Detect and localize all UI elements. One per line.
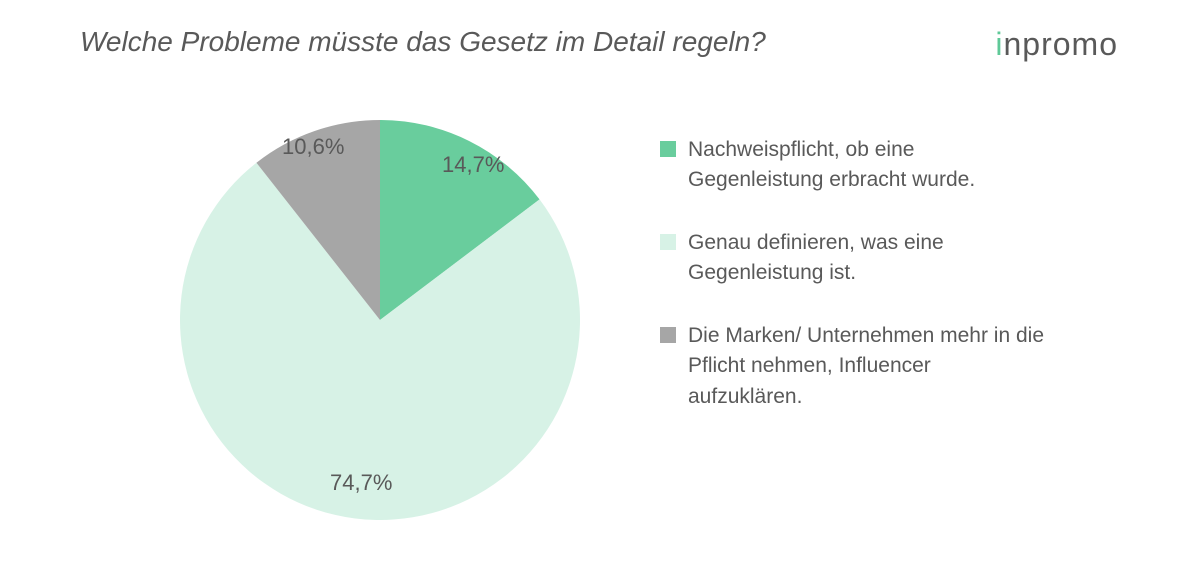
chart-title: Welche Probleme müsste das Gesetz im Det… — [80, 26, 766, 58]
chart-legend: Nachweispflicht, ob eine Gegenleistung e… — [660, 135, 1110, 444]
legend-item: Genau definieren, was eine Gegenleistung… — [660, 228, 1110, 289]
pie-slice-label: 14,7% — [442, 152, 504, 178]
legend-text: Nachweispflicht, ob eine Gegenleistung e… — [688, 135, 1048, 196]
legend-swatch — [660, 327, 676, 343]
pie-slice-label: 74,7% — [330, 470, 392, 496]
legend-swatch — [660, 234, 676, 250]
legend-item: Die Marken/ Unternehmen mehr in die Pfli… — [660, 321, 1110, 412]
legend-item: Nachweispflicht, ob eine Gegenleistung e… — [660, 135, 1110, 196]
pie-chart: 14,7% 74,7% 10,6% — [170, 110, 590, 530]
brand-logo: inpromo — [995, 26, 1118, 63]
legend-text: Die Marken/ Unternehmen mehr in die Pfli… — [688, 321, 1048, 412]
logo-rest: npromo — [1004, 26, 1119, 62]
pie-svg — [170, 110, 590, 530]
pie-slice-label: 10,6% — [282, 134, 344, 160]
legend-swatch — [660, 141, 676, 157]
legend-text: Genau definieren, was eine Gegenleistung… — [688, 228, 1048, 289]
logo-accent: i — [995, 26, 1003, 62]
